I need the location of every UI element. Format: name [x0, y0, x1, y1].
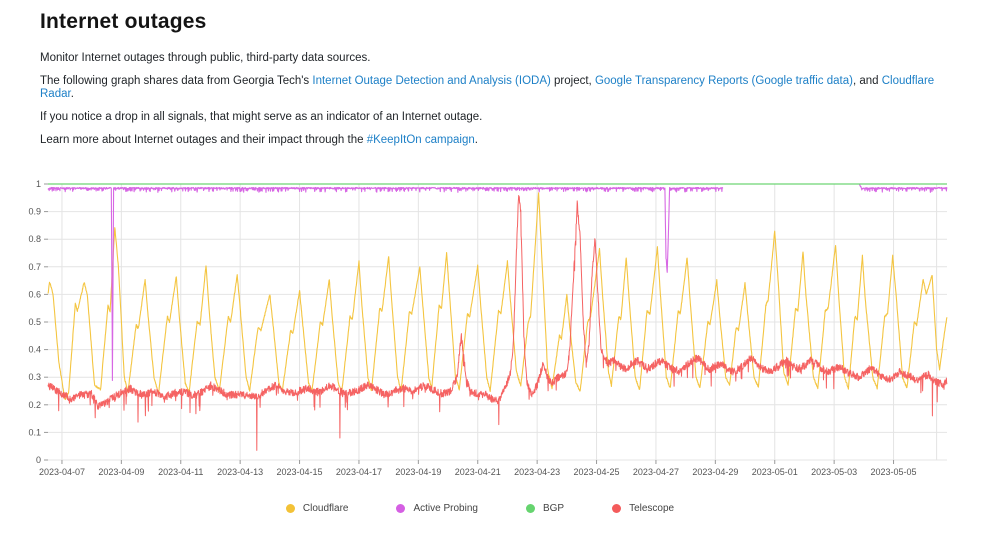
- svg-text:2023-04-21: 2023-04-21: [455, 467, 501, 477]
- legend-item-telescope[interactable]: Telescope: [612, 503, 674, 514]
- svg-text:2023-05-05: 2023-05-05: [871, 467, 917, 477]
- svg-text:2023-04-29: 2023-04-29: [692, 467, 738, 477]
- svg-text:2023-04-15: 2023-04-15: [277, 467, 323, 477]
- svg-text:0.4: 0.4: [28, 345, 41, 355]
- page-title: Internet outages: [40, 10, 207, 33]
- svg-text:1: 1: [36, 179, 41, 189]
- active-probing-dot-icon: [396, 504, 406, 513]
- legend-item-cloudflare[interactable]: Cloudflare: [285, 503, 349, 514]
- keepiton-link[interactable]: #KeepItOn campaign: [366, 134, 475, 146]
- svg-text:0.7: 0.7: [28, 262, 41, 272]
- sources-text-4: .: [70, 88, 74, 100]
- svg-text:2023-05-01: 2023-05-01: [752, 467, 798, 477]
- svg-text:2023-04-23: 2023-04-23: [514, 467, 560, 477]
- sources-text-2: project,: [550, 75, 595, 87]
- signal-drop-paragraph: If you notice a drop in all signals, tha…: [40, 111, 483, 123]
- svg-text:2023-04-25: 2023-04-25: [574, 467, 620, 477]
- sources-text-3: , and: [852, 75, 882, 87]
- legend-label-telescope: Telescope: [629, 503, 675, 514]
- svg-text:0.8: 0.8: [28, 234, 41, 244]
- svg-text:0.3: 0.3: [28, 372, 41, 382]
- svg-text:2023-04-27: 2023-04-27: [633, 467, 679, 477]
- sources-paragraph: The following graph shares data from Geo…: [40, 75, 960, 101]
- svg-text:0.2: 0.2: [28, 400, 41, 410]
- legend-label-bgp: BGP: [542, 503, 565, 514]
- cloudflare-dot-icon: [285, 504, 295, 513]
- legend-item-bgp[interactable]: BGP: [525, 503, 565, 514]
- chart-canvas[interactable]: 0 0.1 0.2 0.3 0.4 0.5 0.6 0.7 0.8 0.9 1 2023-04-07 2…: [28, 177, 960, 479]
- keepiton-text-2: .: [474, 134, 478, 146]
- keepiton-text-1: Learn more about Internet outages and th…: [40, 134, 367, 146]
- bgp-dot-icon: [525, 504, 535, 513]
- svg-text:0.1: 0.1: [28, 427, 41, 437]
- chart-legend: Cloudflare Active Probing BGP Telescope: [40, 503, 920, 514]
- telescope-dot-icon: [612, 504, 622, 513]
- outage-chart: 0 0.1 0.2 0.3 0.4 0.5 0.6 0.7 0.8 0.9 1 2023-04-07 2…: [28, 177, 960, 514]
- keepiton-paragraph: Learn more about Internet outages and th…: [40, 134, 960, 147]
- svg-text:2023-04-11: 2023-04-11: [158, 467, 203, 477]
- svg-text:0.9: 0.9: [28, 207, 41, 217]
- svg-text:2023-04-09: 2023-04-09: [98, 467, 144, 477]
- cloudflare-radar-link[interactable]: Cloudflare Radar: [40, 75, 935, 100]
- ioda-link[interactable]: Internet Outage Detection and Analysis (…: [312, 75, 551, 87]
- svg-text:2023-05-03: 2023-05-03: [811, 467, 857, 477]
- google-transparency-link[interactable]: Google Transparency Reports (Google traf…: [594, 75, 853, 87]
- svg-text:2023-04-13: 2023-04-13: [217, 467, 263, 477]
- legend-item-active-probing[interactable]: Active Probing: [396, 503, 478, 514]
- intro-paragraph: Monitor Internet outages through public,…: [40, 52, 371, 64]
- svg-text:0.6: 0.6: [28, 289, 41, 299]
- svg-text:2023-04-17: 2023-04-17: [336, 467, 382, 477]
- legend-label-cloudflare: Cloudflare: [302, 503, 349, 514]
- content-area: Internet outages Monitor Internet outage…: [28, 10, 960, 514]
- svg-text:0: 0: [36, 455, 41, 465]
- svg-text:0.5: 0.5: [28, 317, 41, 327]
- svg-text:2023-04-07: 2023-04-07: [39, 467, 85, 477]
- legend-label-active-probing: Active Probing: [413, 503, 478, 514]
- sources-text-1: The following graph shares data from Geo…: [40, 75, 313, 87]
- svg-text:2023-04-19: 2023-04-19: [395, 467, 441, 477]
